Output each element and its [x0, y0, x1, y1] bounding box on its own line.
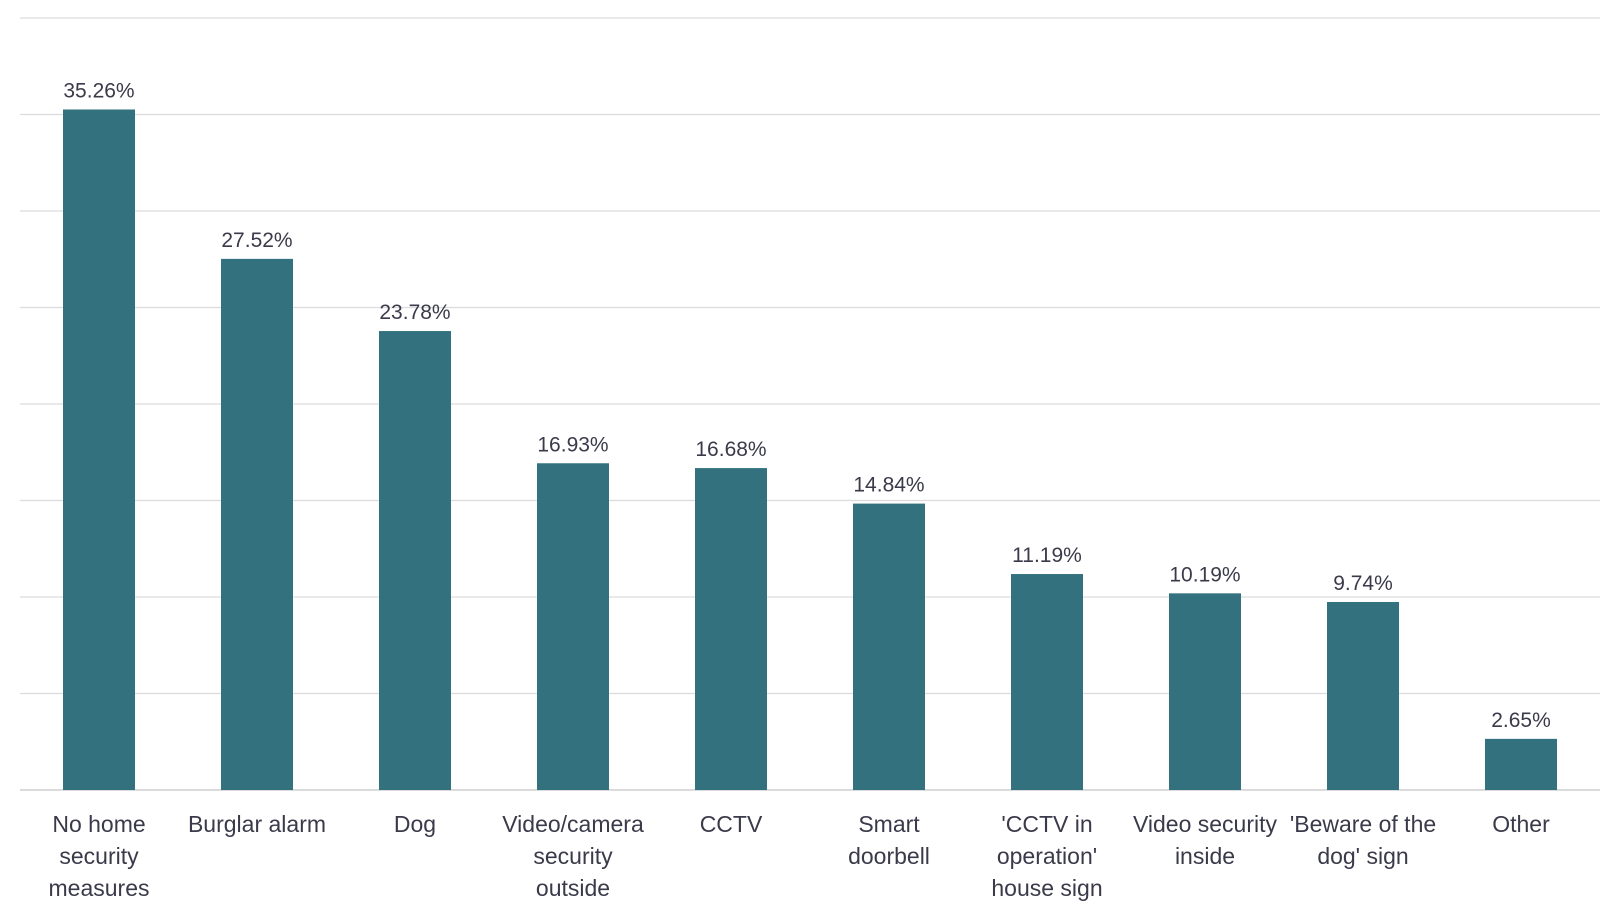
- bar: [537, 463, 609, 790]
- bar: [853, 503, 925, 790]
- value-label: 9.74%: [1333, 572, 1393, 595]
- bar: [221, 258, 293, 790]
- value-label: 11.19%: [1012, 544, 1082, 567]
- category-label-line: Burglar alarm: [188, 811, 326, 837]
- category-label-line: dog' sign: [1317, 843, 1408, 869]
- value-labels: 35.26% 27.52% 23.78% 16.93% 16.68% 14.84% 11.1…: [63, 79, 1550, 731]
- value-label: 10.19%: [1169, 563, 1240, 586]
- category-label-line: 'CCTV in: [1001, 811, 1092, 837]
- category-labels: No home security measures Burglar alarm Dog V…: [49, 811, 1551, 901]
- bars: [63, 109, 1557, 791]
- category-label: No home security measures: [49, 811, 150, 901]
- category-label-line: measures: [49, 875, 150, 901]
- category-label: Video/camera security outside: [502, 811, 644, 901]
- category-label: Video security inside: [1133, 811, 1278, 869]
- bar: [695, 468, 767, 790]
- category-label-line: 'Beware of the: [1290, 811, 1436, 837]
- category-label-line: CCTV: [700, 811, 763, 837]
- category-label: CCTV: [700, 811, 763, 837]
- category-label: 'CCTV in operation' house sign: [991, 811, 1102, 901]
- category-label-line: Dog: [394, 811, 436, 837]
- category-label: Dog: [394, 811, 436, 837]
- category-label-line: Video/camera: [502, 811, 644, 837]
- category-label-line: Smart: [858, 811, 920, 837]
- category-label: Burglar alarm: [188, 811, 326, 837]
- bar: [63, 109, 135, 791]
- category-label: Other: [1492, 811, 1550, 837]
- category-label: Smart doorbell: [848, 811, 930, 869]
- category-label-line: Other: [1492, 811, 1550, 837]
- bar: [1011, 574, 1083, 790]
- category-label-line: inside: [1175, 843, 1235, 869]
- category-label-line: house sign: [991, 875, 1102, 901]
- bar: [1327, 602, 1399, 790]
- category-label-line: doorbell: [848, 843, 930, 869]
- value-label: 35.26%: [63, 79, 134, 102]
- value-label: 16.93%: [537, 433, 608, 456]
- value-label: 14.84%: [853, 474, 924, 497]
- category-label-line: No home: [52, 811, 145, 837]
- category-label: 'Beware of the dog' sign: [1290, 811, 1436, 869]
- value-label: 16.68%: [695, 438, 766, 461]
- bar: [379, 331, 451, 790]
- category-label-line: operation': [997, 843, 1097, 869]
- category-label-line: security: [59, 843, 139, 869]
- bar: [1485, 738, 1557, 790]
- category-label-line: outside: [536, 875, 610, 901]
- value-label: 27.52%: [221, 229, 292, 252]
- bar: [1169, 593, 1241, 790]
- value-label: 23.78%: [379, 301, 450, 324]
- category-label-line: security: [533, 843, 613, 869]
- value-label: 2.65%: [1491, 709, 1551, 732]
- category-label-line: Video security: [1133, 811, 1278, 837]
